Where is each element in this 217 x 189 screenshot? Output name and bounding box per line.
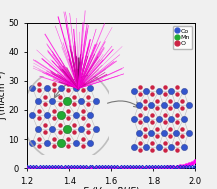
X-axis label: E (V vs RHE): E (V vs RHE) bbox=[83, 187, 139, 189]
Y-axis label: j (mAcm⁻²): j (mAcm⁻²) bbox=[0, 71, 7, 120]
Legend: Co, Mn, O: Co, Mn, O bbox=[173, 26, 192, 49]
